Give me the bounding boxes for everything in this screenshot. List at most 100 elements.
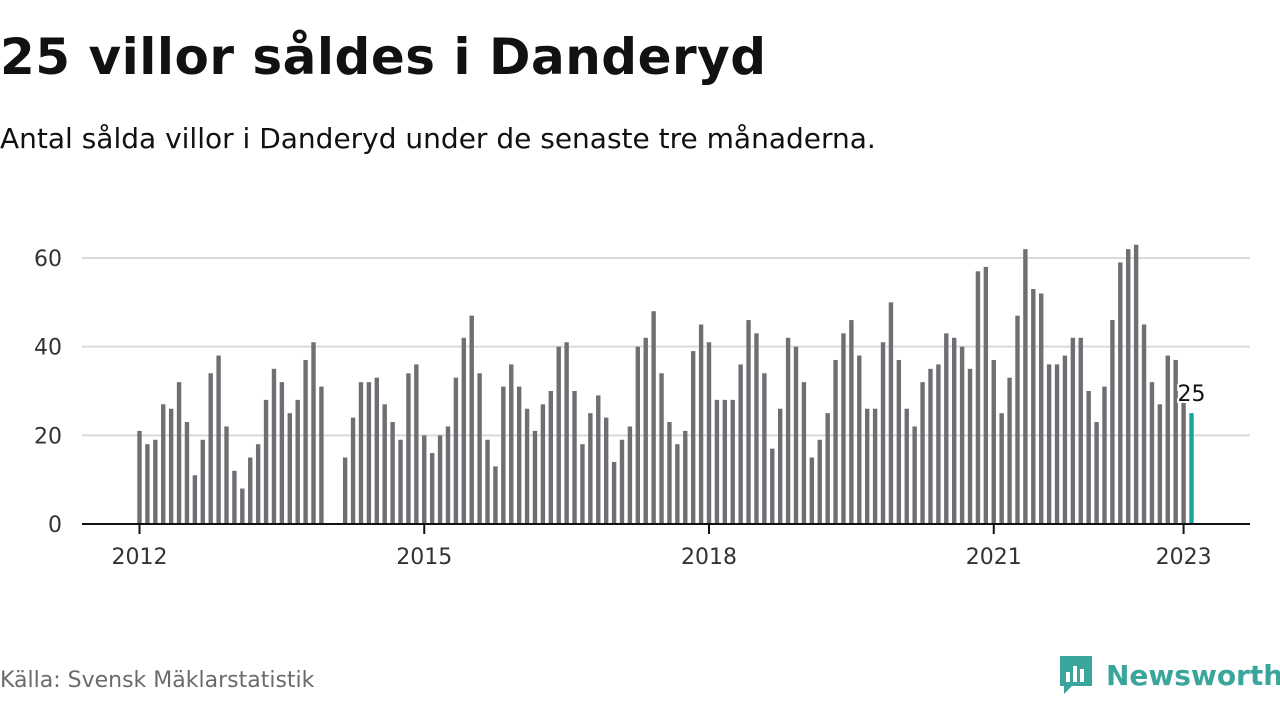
bar [596, 395, 601, 524]
bar [493, 466, 498, 524]
bar [683, 430, 688, 524]
bar [690, 351, 696, 524]
bar [422, 435, 427, 524]
bar [912, 426, 917, 524]
bar [722, 399, 728, 524]
bar [975, 271, 981, 524]
bar [706, 342, 712, 524]
bar [944, 333, 949, 524]
bar [161, 404, 166, 524]
bar [675, 444, 680, 524]
bar [952, 337, 957, 524]
bar [627, 426, 633, 524]
bar [920, 382, 925, 524]
bar [785, 337, 791, 524]
bar [1039, 293, 1044, 524]
bar [959, 346, 965, 524]
bar [580, 444, 585, 524]
bar [754, 333, 759, 524]
bar [303, 359, 308, 524]
bar [1031, 289, 1036, 524]
bar [445, 426, 451, 524]
bar [809, 457, 815, 524]
brand-logo[interactable]: Newsworthy [1058, 654, 1280, 696]
bar [572, 391, 577, 524]
bar [1078, 337, 1083, 524]
bar [271, 368, 277, 524]
bar [1015, 315, 1020, 524]
bar [390, 422, 395, 524]
brand-name: Newsworthy [1106, 658, 1280, 692]
bar [991, 359, 996, 524]
bar [564, 342, 569, 524]
bar [208, 373, 213, 524]
bar [279, 382, 285, 524]
bar [588, 413, 593, 524]
bar [896, 359, 902, 524]
x-tick-label: 2021 [966, 545, 1022, 570]
bar [730, 399, 735, 524]
bar [1165, 355, 1170, 524]
y-tick-label: 40 [34, 336, 62, 361]
bar [1070, 337, 1076, 524]
bar [414, 364, 419, 524]
bar [477, 373, 482, 524]
bar [849, 320, 854, 524]
bar [263, 399, 269, 524]
bar [1094, 422, 1099, 524]
bar [619, 439, 625, 524]
bar [366, 382, 372, 524]
bar [746, 320, 751, 524]
bar [983, 266, 989, 524]
bar [145, 444, 150, 524]
bar [501, 386, 506, 524]
bar [904, 408, 909, 524]
bar [1007, 377, 1012, 524]
newsworthy-logo-icon [1060, 656, 1092, 694]
bar [667, 422, 672, 524]
bar [437, 435, 443, 524]
bar [200, 439, 205, 524]
bar [777, 408, 783, 524]
bar [738, 364, 743, 524]
bar [398, 439, 403, 524]
bar [1133, 244, 1139, 524]
y-tick-label: 60 [34, 247, 62, 272]
bar [967, 368, 973, 524]
bar [770, 448, 775, 524]
bar [224, 426, 229, 524]
bar [461, 337, 467, 524]
bar [1181, 399, 1186, 524]
bar [1023, 249, 1028, 524]
bar [295, 399, 300, 524]
bar [635, 346, 641, 524]
bar [350, 417, 356, 524]
bar [1062, 355, 1068, 524]
bar [485, 439, 490, 524]
bar [406, 373, 411, 524]
bar [643, 337, 648, 524]
bar [248, 457, 253, 524]
bar [524, 408, 530, 524]
x-tick-label: 2015 [396, 545, 452, 570]
bar [1126, 249, 1131, 524]
data-label: 25 [1178, 382, 1206, 407]
bar [817, 439, 822, 524]
bar [319, 386, 324, 524]
bar [532, 430, 538, 524]
bar [232, 470, 237, 524]
bar [659, 373, 664, 524]
bar [469, 315, 474, 524]
bar [1086, 391, 1091, 524]
bar [872, 408, 878, 524]
bar [762, 373, 767, 524]
bar [928, 368, 933, 524]
bar [176, 382, 182, 524]
bar [793, 346, 799, 524]
bar [287, 413, 292, 524]
bar [358, 382, 364, 524]
bar [1157, 404, 1163, 524]
chart-subtitle: Antal sålda villor i Danderyd under de s… [0, 122, 876, 155]
bar [509, 364, 514, 524]
page-title: 25 villor såldes i Danderyd [0, 28, 767, 86]
